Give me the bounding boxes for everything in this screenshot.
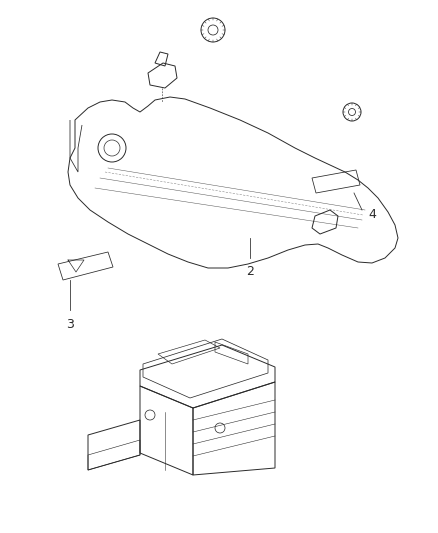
Text: 2: 2 bbox=[246, 265, 254, 278]
Text: 4: 4 bbox=[368, 208, 376, 222]
Text: 3: 3 bbox=[66, 318, 74, 331]
